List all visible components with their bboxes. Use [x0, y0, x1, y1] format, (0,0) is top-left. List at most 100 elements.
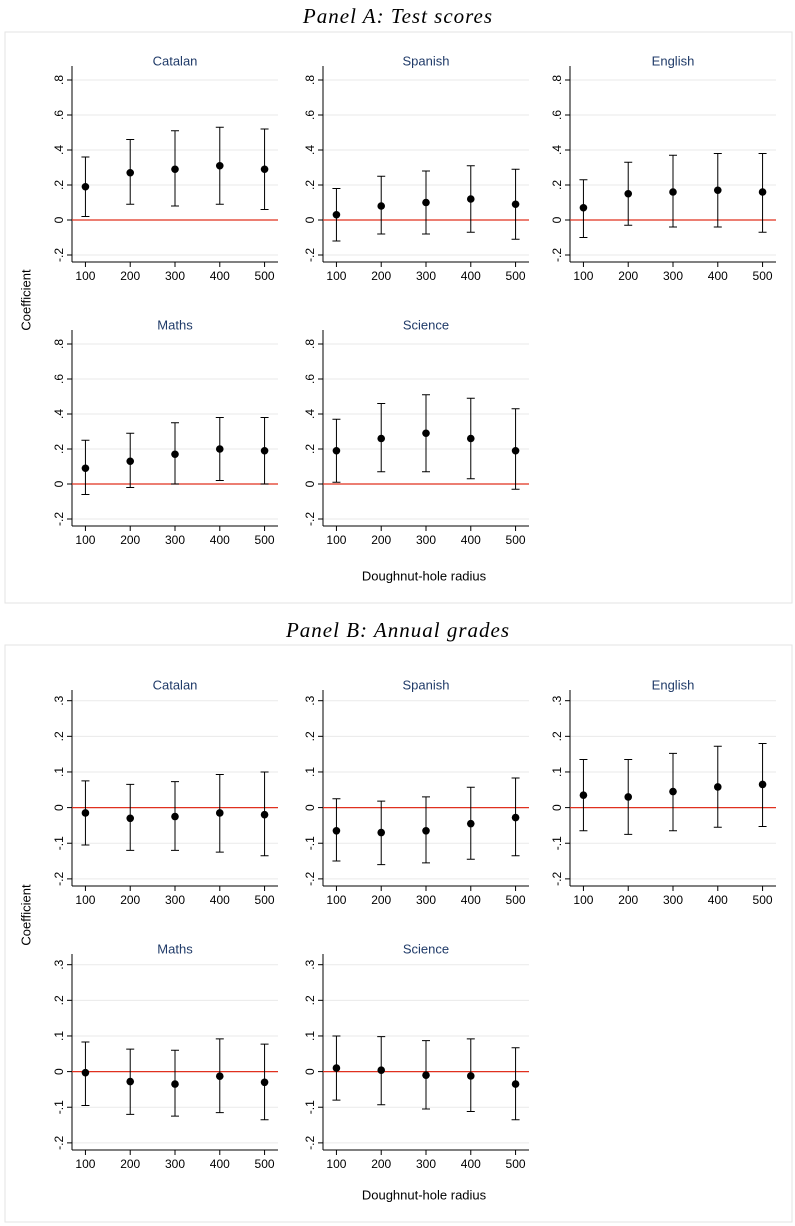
x-tick-label: 500: [255, 1157, 275, 1171]
x-tick-label: 300: [165, 533, 185, 547]
point: [260, 165, 269, 174]
y-tick-label: 0: [303, 216, 317, 223]
point: [624, 189, 633, 198]
point: [215, 161, 224, 170]
point: [422, 198, 430, 207]
y-tick-label: .1: [303, 767, 317, 777]
x-tick-label: 400: [461, 1157, 481, 1171]
y-tick-label: .6: [303, 110, 317, 120]
point: [81, 1068, 90, 1077]
y-tick-label: .2: [52, 180, 66, 190]
x-tick-label: 300: [416, 1157, 436, 1171]
x-tick-label: 500: [255, 533, 275, 547]
x-tick-label: 400: [461, 893, 481, 907]
x-tick-label: 200: [371, 533, 391, 547]
point: [624, 793, 633, 801]
y-tick-label: .8: [303, 75, 317, 85]
panel-frame: [4, 31, 793, 604]
y-tick-label: .2: [303, 731, 317, 741]
y-tick-label: -.2: [550, 872, 564, 886]
y-tick-label: -.2: [52, 872, 66, 886]
point: [81, 809, 90, 817]
point: [81, 182, 90, 191]
point: [758, 780, 767, 789]
y-tick-label: .2: [52, 731, 66, 741]
point: [713, 783, 722, 791]
point: [377, 828, 386, 837]
y-tick-label: 0: [550, 216, 564, 223]
x-tick-label: 300: [416, 533, 436, 547]
y-tick-label: -.1: [52, 836, 66, 850]
x-tick-label: 100: [573, 893, 593, 907]
y-tick-label: .8: [52, 75, 66, 85]
point: [511, 200, 520, 209]
point: [669, 787, 677, 796]
y-tick-label: .4: [303, 409, 317, 419]
x-tick-label: 400: [461, 269, 481, 283]
point: [126, 168, 135, 177]
x-tick-label: 400: [210, 1157, 230, 1171]
x-tick-label: 100: [326, 533, 346, 547]
y-tick-label: .4: [550, 145, 564, 155]
y-tick-label: -.2: [303, 1136, 317, 1150]
y-tick-label: .2: [550, 180, 564, 190]
x-tick-label: 500: [753, 893, 773, 907]
x-tick-label: 500: [506, 533, 526, 547]
x-tick-label: 200: [618, 269, 638, 283]
x-tick-label: 200: [371, 893, 391, 907]
y-tick-label: .2: [303, 995, 317, 1005]
x-tick-label: 100: [326, 893, 346, 907]
x-tick-label: 200: [120, 533, 140, 547]
y-tick-label: .1: [550, 767, 564, 777]
x-tick-label: 100: [75, 893, 95, 907]
y-tick-label: .3: [303, 959, 317, 969]
point: [466, 819, 475, 828]
point: [215, 809, 224, 817]
point: [377, 202, 386, 210]
y-tick-label: -.1: [303, 1100, 317, 1114]
x-tick-label: 200: [120, 269, 140, 283]
point: [511, 813, 520, 822]
y-tick-label: -.2: [52, 248, 66, 262]
x-tick-label: 100: [75, 269, 95, 283]
panel-frame: [4, 644, 793, 1223]
x-tick-label: 400: [708, 893, 728, 907]
x-tick-label: 500: [753, 269, 773, 283]
subplot-title: Spanish: [403, 53, 450, 68]
y-tick-label: .8: [303, 339, 317, 349]
x-tick-label: 400: [708, 269, 728, 283]
point: [81, 464, 90, 473]
x-tick-label: 500: [255, 893, 275, 907]
x-tick-label: 400: [210, 533, 230, 547]
x-tick-label: 100: [326, 269, 346, 283]
y-tick-label: .8: [550, 75, 564, 85]
y-tick-label: 0: [550, 804, 564, 811]
point: [579, 791, 588, 799]
y-tick-label: .6: [303, 374, 317, 384]
y-tick-label: -.2: [52, 1136, 66, 1150]
x-tick-label: 500: [506, 269, 526, 283]
x-tick-label: 500: [506, 893, 526, 907]
x-axis-label: Doughnut-hole radius: [362, 568, 487, 583]
y-tick-label: .1: [303, 1031, 317, 1041]
point: [466, 1072, 475, 1080]
x-tick-label: 100: [326, 1157, 346, 1171]
point: [511, 1080, 520, 1088]
subplot-title: Spanish: [403, 677, 450, 692]
y-tick-label: .6: [52, 374, 66, 384]
y-tick-label: .2: [303, 180, 317, 190]
point: [758, 188, 767, 196]
x-tick-label: 300: [165, 893, 185, 907]
x-axis-label: Doughnut-hole radius: [362, 1187, 487, 1202]
x-tick-label: 500: [255, 269, 275, 283]
x-tick-label: 400: [210, 269, 230, 283]
point: [171, 450, 179, 459]
y-tick-label: .4: [303, 145, 317, 155]
x-tick-label: 100: [75, 533, 95, 547]
y-tick-label: .6: [550, 110, 564, 120]
y-tick-label: -.2: [303, 248, 317, 262]
x-tick-label: 500: [506, 1157, 526, 1171]
y-tick-label: .3: [550, 695, 564, 705]
subplot-title: Science: [403, 317, 449, 332]
